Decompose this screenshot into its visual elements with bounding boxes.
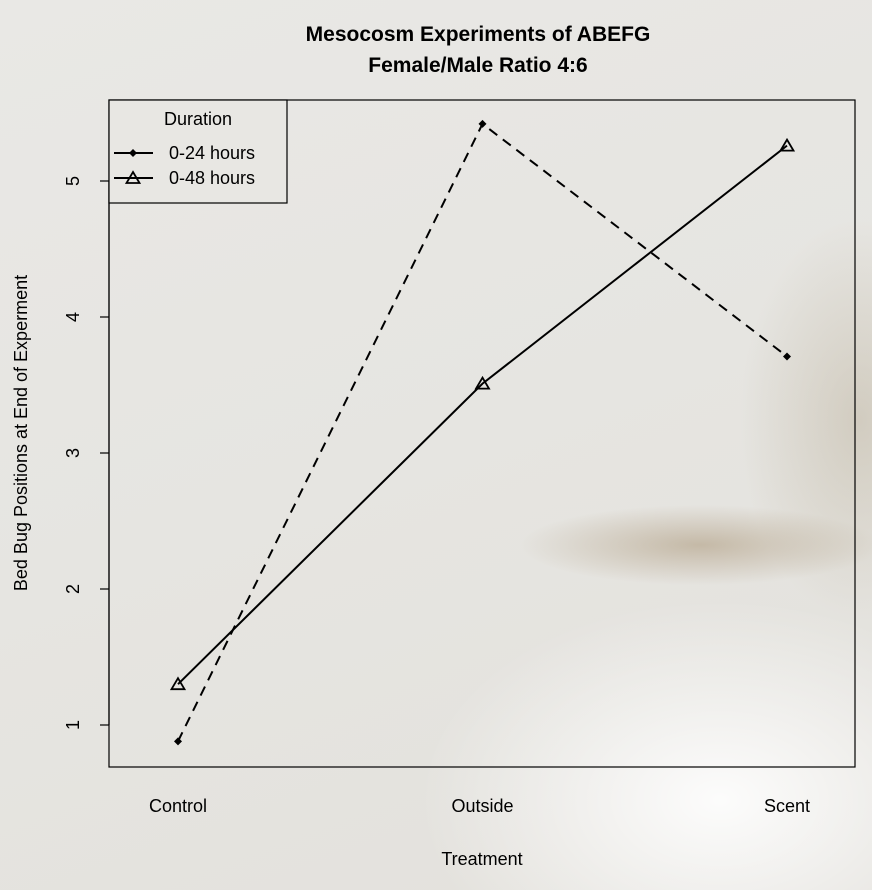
triangle-marker [778, 137, 796, 152]
diamond-marker [478, 119, 487, 128]
diamond-marker [129, 149, 137, 157]
legend: Duration 0-24 hours 0-48 hours [108, 99, 288, 204]
series-0-24-hours [174, 119, 791, 746]
y-tick-label: 5 [63, 176, 83, 186]
series-line [177, 144, 788, 685]
legend-item: 0-24 hours [114, 143, 255, 163]
series-0-48-hours [169, 137, 796, 691]
x-tick-label: Control [149, 796, 207, 816]
x-tick-label: Scent [764, 796, 810, 816]
y-tick-label: 3 [63, 448, 83, 458]
y-axis-label: Bed Bug Positions at End of Experment [11, 275, 31, 591]
legend-item: 0-48 hours [114, 168, 255, 188]
chart-title: Mesocosm Experiments of ABEFG [306, 23, 651, 46]
legend-box [108, 99, 288, 204]
x-tick-label: Outside [451, 796, 513, 816]
y-tick-label: 1 [63, 720, 83, 730]
y-tick-label: 4 [63, 312, 83, 322]
triangle-marker [124, 170, 142, 184]
diamond-marker [783, 352, 791, 361]
triangle-marker [169, 676, 187, 691]
x-axis-label: Treatment [441, 849, 522, 869]
legend-label: 0-48 hours [169, 168, 255, 188]
legend-label: 0-24 hours [169, 143, 255, 163]
legend-title: Duration [164, 109, 232, 129]
diamond-marker [174, 737, 182, 746]
triangle-marker [474, 375, 491, 390]
y-tick-label: 2 [63, 584, 83, 594]
chart-subtitle: Female/Male Ratio 4:6 [368, 54, 587, 77]
